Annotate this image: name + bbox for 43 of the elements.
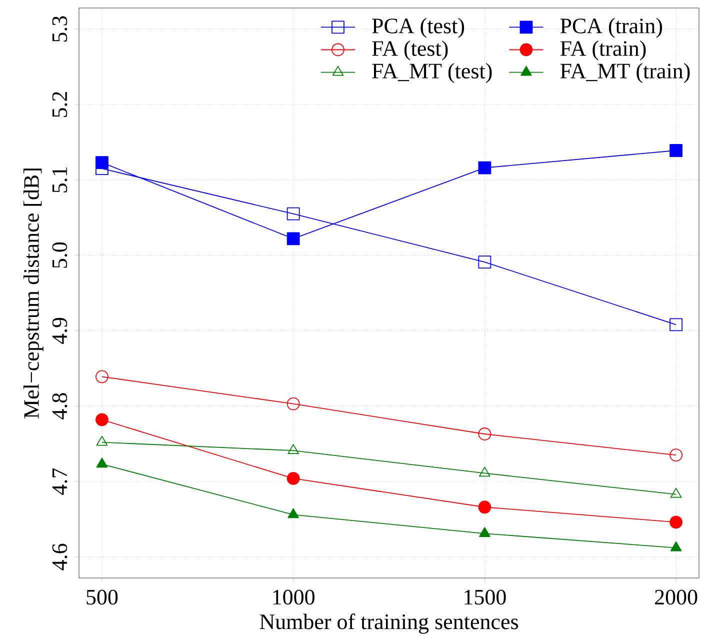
point	[478, 161, 492, 174]
point	[96, 156, 108, 170]
point	[478, 428, 492, 440]
y-tick-label: 4.9	[52, 318, 68, 344]
point	[96, 370, 108, 384]
point	[286, 397, 300, 410]
point	[96, 413, 108, 426]
x-tick-label: 2000	[655, 590, 698, 605]
legend-label: PCA (train)	[560, 18, 662, 38]
point	[670, 541, 682, 552]
legend-label: FA (test)	[372, 40, 448, 60]
y-tick-label: 5.1	[52, 167, 68, 192]
point	[479, 527, 490, 537]
x-tick-label: 1000	[273, 590, 314, 605]
x-tick-label: 500	[86, 590, 118, 605]
y-tick-label: 5.3	[52, 16, 68, 42]
x-tick-label: 1500	[464, 590, 506, 605]
point	[670, 488, 682, 498]
point	[288, 508, 299, 518]
legend-label: PCA (test)	[372, 18, 464, 38]
legend-label: FA (train)	[560, 40, 646, 60]
y-axis-title: Mel−cepstrum distance [dB]	[23, 168, 44, 418]
point	[478, 256, 492, 269]
point	[286, 207, 300, 220]
point	[288, 444, 299, 454]
point	[96, 458, 108, 468]
y-tick-label: 5.2	[52, 92, 68, 117]
point	[670, 318, 682, 332]
legend-label: FA_MT (train)	[560, 63, 690, 83]
point	[96, 436, 108, 446]
point	[479, 466, 490, 477]
x-axis-title: Number of training sentences	[260, 614, 518, 634]
y-tick-label: 5.0	[52, 242, 68, 268]
point	[286, 472, 300, 485]
y-tick-label: 4.7	[52, 468, 68, 495]
y-tick-label: 4.8	[52, 393, 68, 420]
point	[670, 516, 682, 529]
legend-label: FA_MT (test)	[372, 63, 492, 83]
point	[478, 500, 492, 514]
point	[670, 144, 682, 157]
point	[670, 448, 682, 462]
y-tick-label: 4.6	[52, 544, 68, 570]
point	[286, 232, 300, 246]
